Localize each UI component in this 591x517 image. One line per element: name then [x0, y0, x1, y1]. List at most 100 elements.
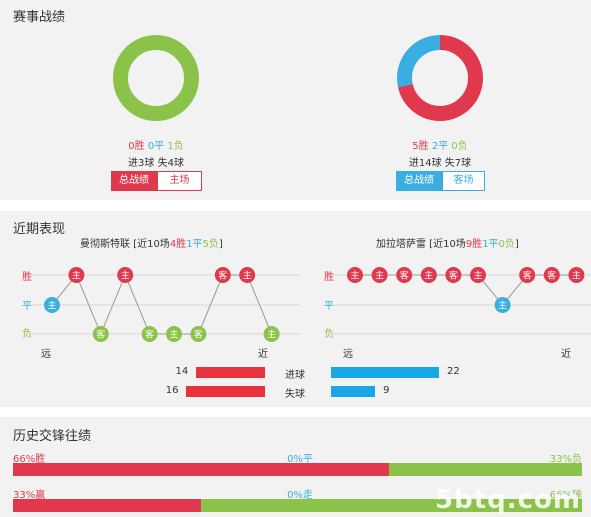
home-scored-value: 14 [175, 366, 189, 377]
home-total-button[interactable]: 总战绩 [111, 171, 157, 191]
home-match-dot [44, 297, 60, 313]
home-win-count: 0胜 [128, 141, 145, 152]
home-match-point[interactable]: 主 [68, 267, 85, 283]
away-recent-post: ] [514, 239, 519, 250]
away-match-dot [347, 267, 363, 283]
away-recent-header: 加拉塔萨雷 [近10场9胜1平0负] [376, 235, 519, 250]
away-match-point[interactable]: 客 [396, 267, 413, 283]
home-form-line [51, 273, 273, 336]
away-match-dot [494, 297, 511, 313]
home-match-point[interactable]: 客 [141, 326, 158, 342]
home-form-chart: 主主客主客主客客 主主 [30, 267, 300, 342]
home-match-point[interactable]: 主 [263, 326, 280, 342]
away-draw-count: 2平 [431, 141, 449, 152]
away-scored-value: 22 [447, 366, 460, 377]
h2h-lose-pct: 66%输 [549, 490, 582, 501]
home-conceded-bar [186, 386, 265, 397]
away-team-name: 加拉塔萨雷 [376, 239, 426, 250]
away-match-point[interactable]: 主 [470, 267, 486, 283]
home-match-dot [214, 267, 231, 283]
home-match-dot [117, 267, 134, 283]
home-match-point[interactable]: 客 [92, 326, 109, 342]
h2h-draw-pct: 0%平 [287, 454, 313, 465]
away-axis-win: 胜 [324, 272, 334, 283]
away-match-point[interactable]: 主 [568, 267, 585, 283]
away-match-point[interactable]: 主 [494, 297, 511, 313]
h2h-push-pct: 0%走 [287, 490, 313, 501]
h2h-cover-pct: 33%赢 [13, 490, 46, 501]
home-recent-wins: 4胜 [169, 239, 187, 250]
away-match-dot [568, 267, 585, 283]
h2h-handicap-bar [13, 499, 582, 512]
home-loss-count: 1负 [167, 141, 184, 152]
away-recent-draws: 1平 [482, 239, 499, 250]
away-recent-losses: 0负 [498, 239, 515, 250]
home-match-dot [263, 326, 280, 342]
away-venue-label: 客 [523, 270, 532, 282]
away-match-point[interactable]: 主 [420, 267, 437, 283]
home-match-point[interactable]: 客 [214, 267, 231, 283]
home-venue-label: 主 [121, 270, 130, 282]
away-venue-label: 主 [572, 270, 581, 282]
home-match-point[interactable]: 主 [44, 297, 60, 313]
home-match-point[interactable]: 主 [117, 267, 134, 283]
away-match-dot [519, 267, 536, 283]
home-venue-label: 客 [194, 329, 203, 341]
away-goals: 进14球 失7球 [408, 158, 472, 169]
home-donut [113, 35, 199, 121]
away-wdl: 5胜 2平 0负 [364, 137, 516, 152]
home-axis-near: 近 [258, 349, 268, 360]
away-axis-draw: 平 [324, 301, 334, 312]
home-venue-label: 主 [267, 329, 276, 341]
away-loss-count: 0负 [451, 141, 468, 152]
recent-panel: 近期表现 曼彻斯特联 [近10场4胜1平5负] 加拉塔萨雷 [近10场9胜1平0… [0, 211, 591, 407]
home-venue-label: 客 [218, 270, 227, 282]
away-match-point[interactable]: 客 [445, 267, 462, 283]
home-recent-post: ] [218, 239, 223, 250]
away-match-point[interactable]: 客 [519, 267, 536, 283]
away-venue-button[interactable]: 客场 [442, 171, 485, 191]
home-match-point[interactable]: 主 [166, 326, 182, 342]
home-match-dot [190, 326, 207, 342]
home-match-point[interactable]: 客 [190, 326, 207, 342]
away-match-point[interactable]: 主 [371, 267, 388, 283]
away-recent-wins: 9胜 [465, 239, 483, 250]
h2h-loss-pct: 33%负 [549, 454, 582, 465]
away-form-line [355, 274, 577, 306]
home-goals: 进3球 失4球 [128, 158, 184, 169]
home-axis-loss: 负 [22, 329, 32, 340]
away-venue-label: 客 [547, 270, 556, 282]
home-wdl: 0胜 0平 1负 [80, 137, 232, 152]
home-recent-pre: [近10场 [130, 239, 170, 250]
away-match-point[interactable]: 主 [347, 267, 363, 283]
home-match-point[interactable]: 主 [239, 267, 256, 283]
home-axis-draw: 平 [22, 301, 32, 312]
away-total-button[interactable]: 总战绩 [396, 171, 442, 191]
away-axis-far: 远 [343, 349, 353, 360]
away-venue-label: 主 [350, 270, 359, 282]
away-match-dot [396, 267, 413, 283]
away-match-dot [543, 267, 560, 283]
away-recent-pre: [近10场 [426, 239, 466, 250]
scored-label: 进球 [285, 370, 305, 381]
season-panel: 赛事战绩 0胜 0平 1负 进3球 失4球 总战绩 主场 5胜 2平 0负 进1… [0, 0, 591, 200]
home-match-dot [239, 267, 256, 283]
away-conceded-bar [331, 386, 376, 397]
away-venue-label: 主 [473, 270, 482, 282]
away-match-dot [445, 267, 462, 283]
home-venue-button[interactable]: 主场 [157, 171, 202, 191]
home-axis-far: 远 [41, 349, 51, 360]
home-venue-label: 客 [145, 329, 154, 341]
home-match-dot [92, 326, 109, 342]
h2h-win-fill [13, 463, 389, 476]
home-venue-label: 主 [72, 270, 81, 282]
away-match-point[interactable]: 客 [543, 267, 560, 283]
home-recent-draws: 1平 [186, 239, 203, 250]
away-scored-bar [331, 367, 439, 378]
home-venue-label: 主 [169, 329, 178, 341]
home-recent-losses: 5负 [202, 239, 219, 250]
home-venue-label: 主 [243, 270, 252, 282]
away-venue-label: 主 [375, 270, 384, 282]
home-team-name: 曼彻斯特联 [80, 239, 130, 250]
away-venue-label: 客 [449, 270, 458, 282]
